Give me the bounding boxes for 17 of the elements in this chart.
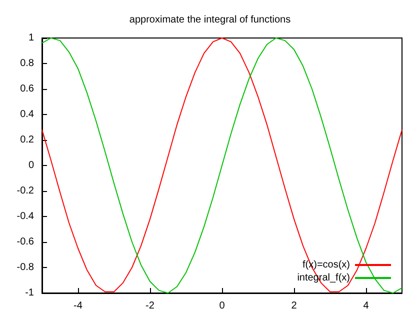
y-tick-label: 0.4 <box>20 109 34 120</box>
y-tick-label: 0.2 <box>20 134 34 146</box>
x-tick-label: -4 <box>74 300 83 312</box>
y-tick-label: 0.6 <box>20 84 34 94</box>
y-tick-label: 0 <box>28 160 34 171</box>
y-tick-label: 0.8 <box>20 58 34 69</box>
y-tick-label: -0.6 <box>16 236 34 248</box>
x-tick-label: 4 <box>363 300 370 312</box>
y-tick-label: -0.2 <box>16 186 34 196</box>
y-tick-label: -0.4 <box>16 211 34 222</box>
x-tick-label: 0 <box>219 300 226 312</box>
x-tick-label: 2 <box>291 300 298 312</box>
y-tick-label: 1 <box>28 32 34 44</box>
y-tick-label: -0.8 <box>16 262 34 273</box>
x-tick-label: -2 <box>146 300 155 312</box>
y-tick-label: -1 <box>25 288 34 298</box>
chart-title: approximate the integral of functions <box>129 14 291 26</box>
